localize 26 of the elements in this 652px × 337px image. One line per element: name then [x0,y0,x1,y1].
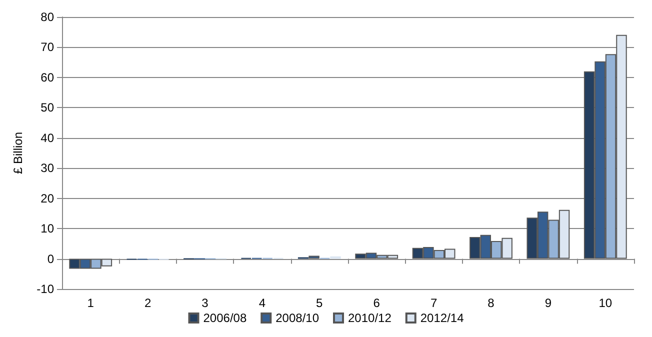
y-tick-label: 20 [40,191,54,206]
y-tick-label: 0 [47,252,54,266]
x-tick-label: 8 [488,296,495,310]
x-tick-label: 4 [258,296,266,310]
y-tick-label: 50 [40,100,54,115]
x-tick-label: 1 [87,296,94,310]
x-tick-label: 2 [144,296,152,310]
legend-label: 2006/08 [203,311,247,325]
legend-label: 2012/14 [420,311,464,325]
y-tick-label: 70 [40,40,54,54]
x-tick-label: 7 [430,296,438,310]
x-tick-label: 3 [202,296,209,310]
x-tick-label: 10 [598,296,612,310]
y-tick-label: 80 [40,10,54,24]
y-tick-label: 30 [40,161,54,176]
legend-label: 2010/12 [348,311,392,325]
legend-label: 2008/10 [276,311,320,325]
bar [308,256,320,259]
x-tick-label: 5 [316,296,324,310]
x-tick-label: 9 [544,296,552,310]
x-tick-label: 6 [373,296,380,310]
y-tick-label: -10 [36,282,54,296]
y-axis-title: £ Billion [11,132,25,174]
y-tick-label: 40 [40,130,54,145]
y-tick-label: 10 [40,222,54,236]
y-tick-label: 60 [40,70,54,84]
